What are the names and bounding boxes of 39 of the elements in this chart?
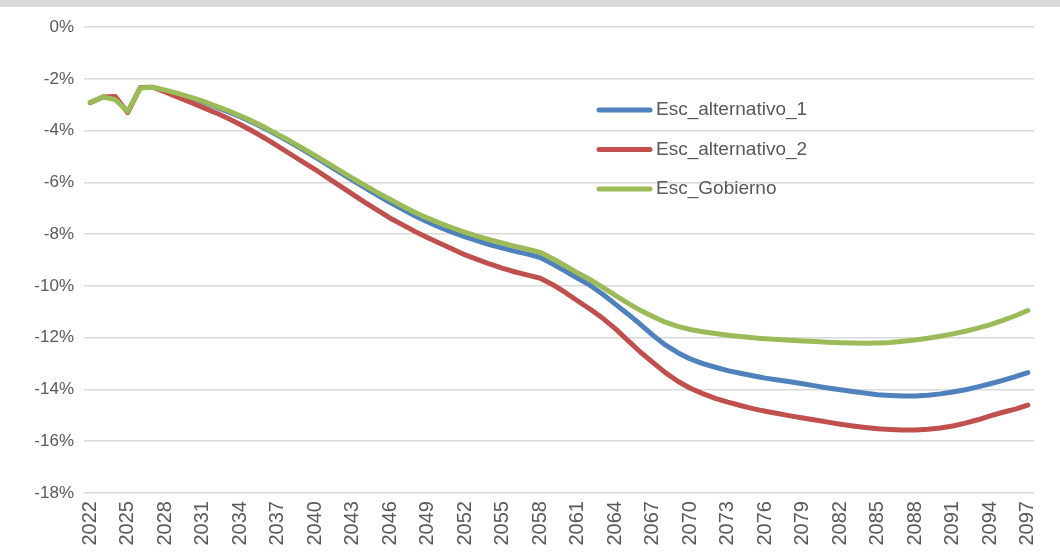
y-tick-label: -16% <box>34 430 74 450</box>
x-tick-label: 2037 <box>265 501 288 546</box>
x-tick-label: 2043 <box>340 501 363 546</box>
x-tick-label: 2067 <box>640 501 663 546</box>
y-tick-label: 0% <box>49 16 74 36</box>
x-tick-label: 2061 <box>565 501 588 546</box>
x-tick-label: 2040 <box>302 501 325 546</box>
y-tick-label: -2% <box>43 68 74 88</box>
x-tick-label: 2091 <box>940 501 963 546</box>
y-tick-label: -4% <box>43 120 74 140</box>
x-tick-label: 2076 <box>752 501 775 546</box>
x-tick-label: 2052 <box>452 501 475 546</box>
x-tick-label: 2079 <box>790 501 813 546</box>
x-tick-label: 2025 <box>115 501 138 546</box>
x-tick-label: 2049 <box>415 501 438 546</box>
y-tick-label: -18% <box>34 482 74 502</box>
legend-label: Esc_Gobierno <box>656 177 777 200</box>
x-tick-label: 2034 <box>227 501 250 546</box>
y-tick-label: -14% <box>34 379 74 399</box>
x-tick-label: 2028 <box>152 501 175 546</box>
x-tick-label: 2064 <box>602 501 625 546</box>
x-tick-label: 2022 <box>77 501 100 546</box>
y-tick-label: -10% <box>34 275 74 295</box>
x-tick-label: 2085 <box>865 501 888 546</box>
y-tick-label: -12% <box>34 327 74 347</box>
x-tick-label: 2031 <box>190 501 213 546</box>
x-tick-label: 2082 <box>827 501 850 546</box>
x-tick-label: 2088 <box>902 501 925 546</box>
x-tick-label: 2070 <box>677 501 700 546</box>
x-tick-label: 2058 <box>527 501 550 546</box>
x-tick-label: 2046 <box>377 501 400 546</box>
x-tick-label: 2097 <box>1015 501 1038 546</box>
x-tick-label: 2094 <box>977 501 1000 546</box>
legend-label: Esc_alternativo_1 <box>656 98 808 121</box>
y-tick-label: -6% <box>43 172 74 192</box>
y-tick-label: -8% <box>43 223 74 243</box>
x-tick-label: 2073 <box>715 501 738 546</box>
x-tick-label: 2055 <box>490 501 513 546</box>
legend-label: Esc_alternativo_2 <box>656 137 808 160</box>
